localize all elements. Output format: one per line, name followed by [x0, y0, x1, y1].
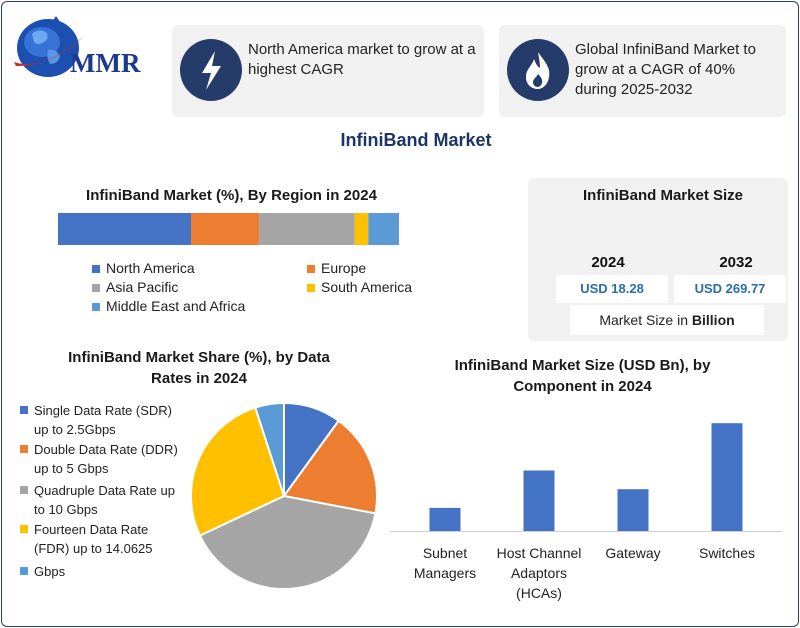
component-label-line: Gateway — [605, 545, 661, 561]
lightning-icon — [202, 51, 221, 90]
pie-slice-4 — [254, 401, 285, 497]
pie-slice-3 — [190, 406, 286, 537]
component-bar-3 — [711, 423, 743, 531]
cagr-region-card: North America market to grow at a highes… — [172, 25, 484, 117]
lightning-icon-circle — [180, 39, 242, 101]
unit-prefix: Market Size in — [599, 312, 692, 328]
flame-icon-circle — [507, 39, 569, 101]
mmr-logo: MMR — [12, 12, 162, 82]
legend-swatch — [20, 445, 28, 453]
component-chart-title: InfiniBand Market Size (USD Bn), by Comp… — [454, 357, 711, 395]
region-bar-segment-middle-east-and-africa — [368, 213, 399, 245]
legend-swatch — [307, 265, 315, 273]
legend-swatch — [92, 303, 100, 311]
component-label-line: Host Channel — [496, 545, 582, 561]
flame-icon — [526, 52, 550, 89]
component-label-3: Switches — [672, 543, 782, 563]
component-bar-1 — [523, 470, 555, 531]
unit-bold: Billion — [691, 312, 735, 328]
market-size-panel: InfiniBand Market Size 2024 2032 USD 18.… — [528, 178, 788, 341]
market-size-title: InfiniBand Market Size — [582, 187, 744, 204]
data-rate-pie — [190, 401, 378, 590]
legend-swatch — [20, 406, 28, 414]
legend-swatch — [92, 265, 100, 273]
logo-text: MMR — [70, 48, 141, 78]
legend-swatch — [20, 486, 28, 494]
component-label-line: Managers — [413, 565, 477, 581]
year-2032: 2032 — [719, 254, 753, 271]
cagr-region-text: North America market to grow at a highes… — [248, 41, 476, 78]
region-bar-segment-asia-pacific — [259, 213, 355, 245]
region-bar-segment-south-america — [354, 213, 369, 245]
component-label-line: Switches — [698, 545, 756, 561]
pie-slice-2 — [198, 494, 377, 590]
component-label-line: Subnet — [422, 545, 468, 561]
pie-slice-1 — [282, 419, 378, 515]
region-chart-title: InfiniBand Market (%), By Region in 2024 — [86, 187, 377, 204]
value-2024: USD 18.28 — [556, 275, 668, 303]
legend-swatch — [92, 284, 100, 292]
year-2024: 2024 — [591, 254, 625, 271]
component-label-2: Gateway — [578, 543, 688, 563]
component-bar-2 — [617, 489, 649, 531]
global-cagr-text: Global InfiniBand Market to grow at a CA… — [575, 41, 756, 98]
globe-icon — [14, 16, 84, 77]
main-title: InfiniBand Market — [340, 130, 492, 150]
component-label-1: Host Channel Adaptors (HCAs) — [484, 543, 594, 603]
component-bar-0 — [429, 507, 461, 531]
global-cagr-card: Global InfiniBand Market to grow at a CA… — [499, 25, 786, 117]
region-stacked-bar — [58, 213, 399, 245]
data-rate-chart-title: InfiniBand Market Share (%), by Data Rat… — [68, 349, 330, 387]
component-label-0: Subnet Managers — [390, 543, 500, 583]
region-bar-segment-north-america — [58, 213, 191, 245]
component-bar-chart — [390, 423, 782, 532]
region-bar-segment-europe — [190, 213, 260, 245]
component-label-line: (HCAs) — [516, 585, 562, 601]
value-2032: USD 269.77 — [674, 275, 786, 303]
component-label-line: Adaptors — [510, 565, 568, 581]
legend-swatch — [20, 525, 28, 533]
unit-label: Market Size in Billion — [570, 305, 764, 335]
legend-swatch — [20, 567, 28, 575]
legend-swatch — [307, 284, 315, 292]
